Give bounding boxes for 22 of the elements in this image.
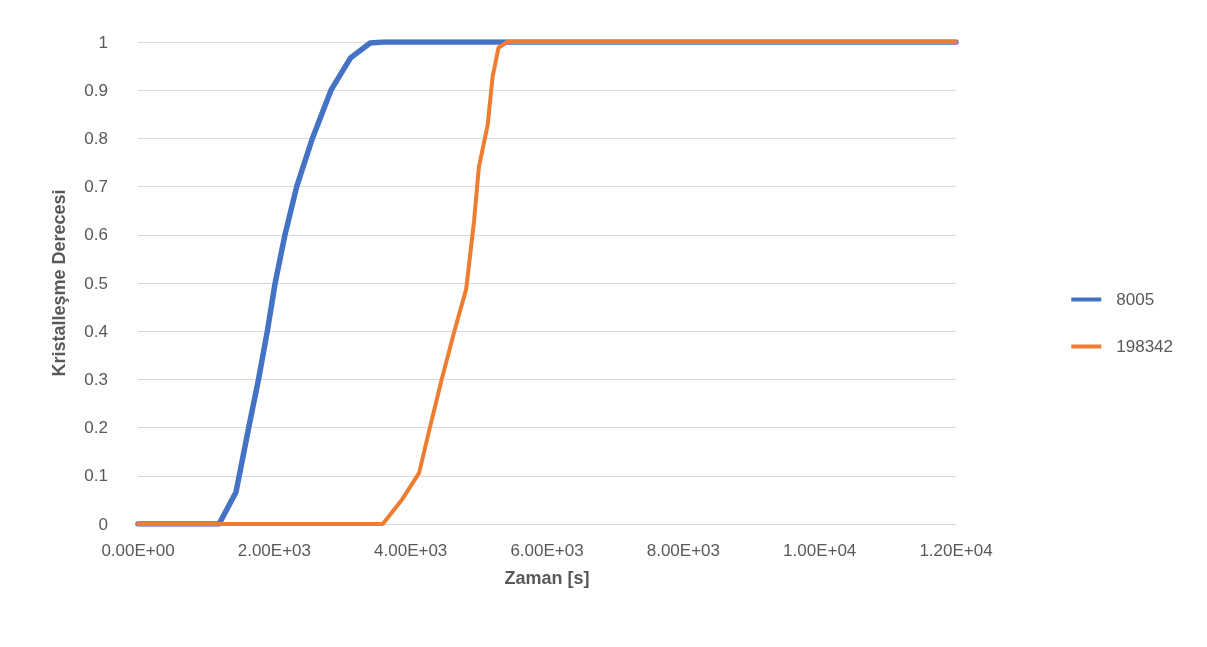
x-tick-label: 6.00E+03 (510, 541, 584, 560)
y-tick-label: 0.5 (84, 273, 108, 293)
y-tick-label: 0.9 (84, 80, 108, 100)
y-tick-label: 0.6 (84, 225, 108, 245)
y-tick-label: 0.3 (84, 369, 108, 389)
y-tick-label: 0 (98, 514, 108, 534)
y-tick-label: 0.8 (84, 128, 108, 148)
x-tick-label: 0.00E+00 (101, 541, 175, 560)
y-tick-label: 0.4 (84, 321, 108, 341)
x-tick-label: 8.00E+03 (646, 541, 720, 560)
y-tick-label: 0.2 (84, 418, 108, 438)
x-tick-label: 1.20E+04 (919, 541, 993, 560)
y-tick-label: 0.7 (84, 177, 108, 197)
legend-label: 198342 (1116, 337, 1174, 356)
x-tick-label: 1.00E+04 (783, 541, 857, 560)
legend-label: 8005 (1116, 290, 1155, 309)
x-tick-label: 4.00E+03 (374, 541, 448, 560)
y-tick-label: 0.1 (84, 466, 108, 486)
y-tick-label: 1 (98, 32, 108, 52)
x-axis-title: Zaman [s] (504, 568, 590, 588)
x-tick-label: 2.00E+03 (237, 541, 311, 560)
y-axis-title: Kristalleşme Derecesi (49, 189, 69, 377)
